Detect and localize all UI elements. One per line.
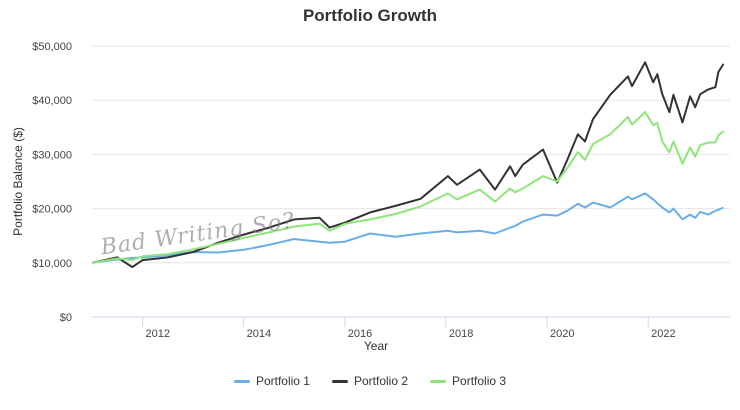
legend-label: Portfolio 1 <box>255 374 310 388</box>
series-line-portfolio-1 <box>91 192 724 264</box>
legend-item[interactable]: Portfolio 1 <box>233 374 310 388</box>
x-tick-label: 2022 <box>651 328 675 340</box>
y-tick-label: $30,000 <box>32 149 72 161</box>
y-tick-label: $40,000 <box>32 95 72 107</box>
legend: Portfolio 1 Portfolio 2 Portfolio 3 <box>0 374 740 388</box>
x-tick-label: 2016 <box>348 328 372 340</box>
y-tick-label: $20,000 <box>32 204 72 216</box>
legend-swatch <box>331 379 348 383</box>
legend-item[interactable]: Portfolio 3 <box>430 374 506 388</box>
legend-label: Portfolio 3 <box>452 374 507 388</box>
legend-swatch <box>430 379 447 383</box>
series-line-portfolio-2 <box>91 61 725 269</box>
legend-swatch <box>233 379 250 383</box>
x-tick-label: 2012 <box>146 328 170 340</box>
y-tick-label: $0 <box>60 312 72 324</box>
y-tick-label: $50,000 <box>32 41 72 53</box>
legend-item[interactable]: Portfolio 2 <box>331 374 409 388</box>
series-line-portfolio-3 <box>91 111 725 264</box>
x-tick-label: 2014 <box>247 328 271 340</box>
x-tick-label: 2020 <box>550 328 574 340</box>
x-tick-label: 2018 <box>449 328 473 340</box>
legend-label: Portfolio 2 <box>353 374 409 388</box>
y-tick-label: $10,000 <box>32 258 72 270</box>
x-axis-title: Year <box>364 339 388 353</box>
chart-title: Portfolio Growth <box>302 6 438 25</box>
y-axis-title: Portfolio Balance ($) <box>11 127 25 236</box>
